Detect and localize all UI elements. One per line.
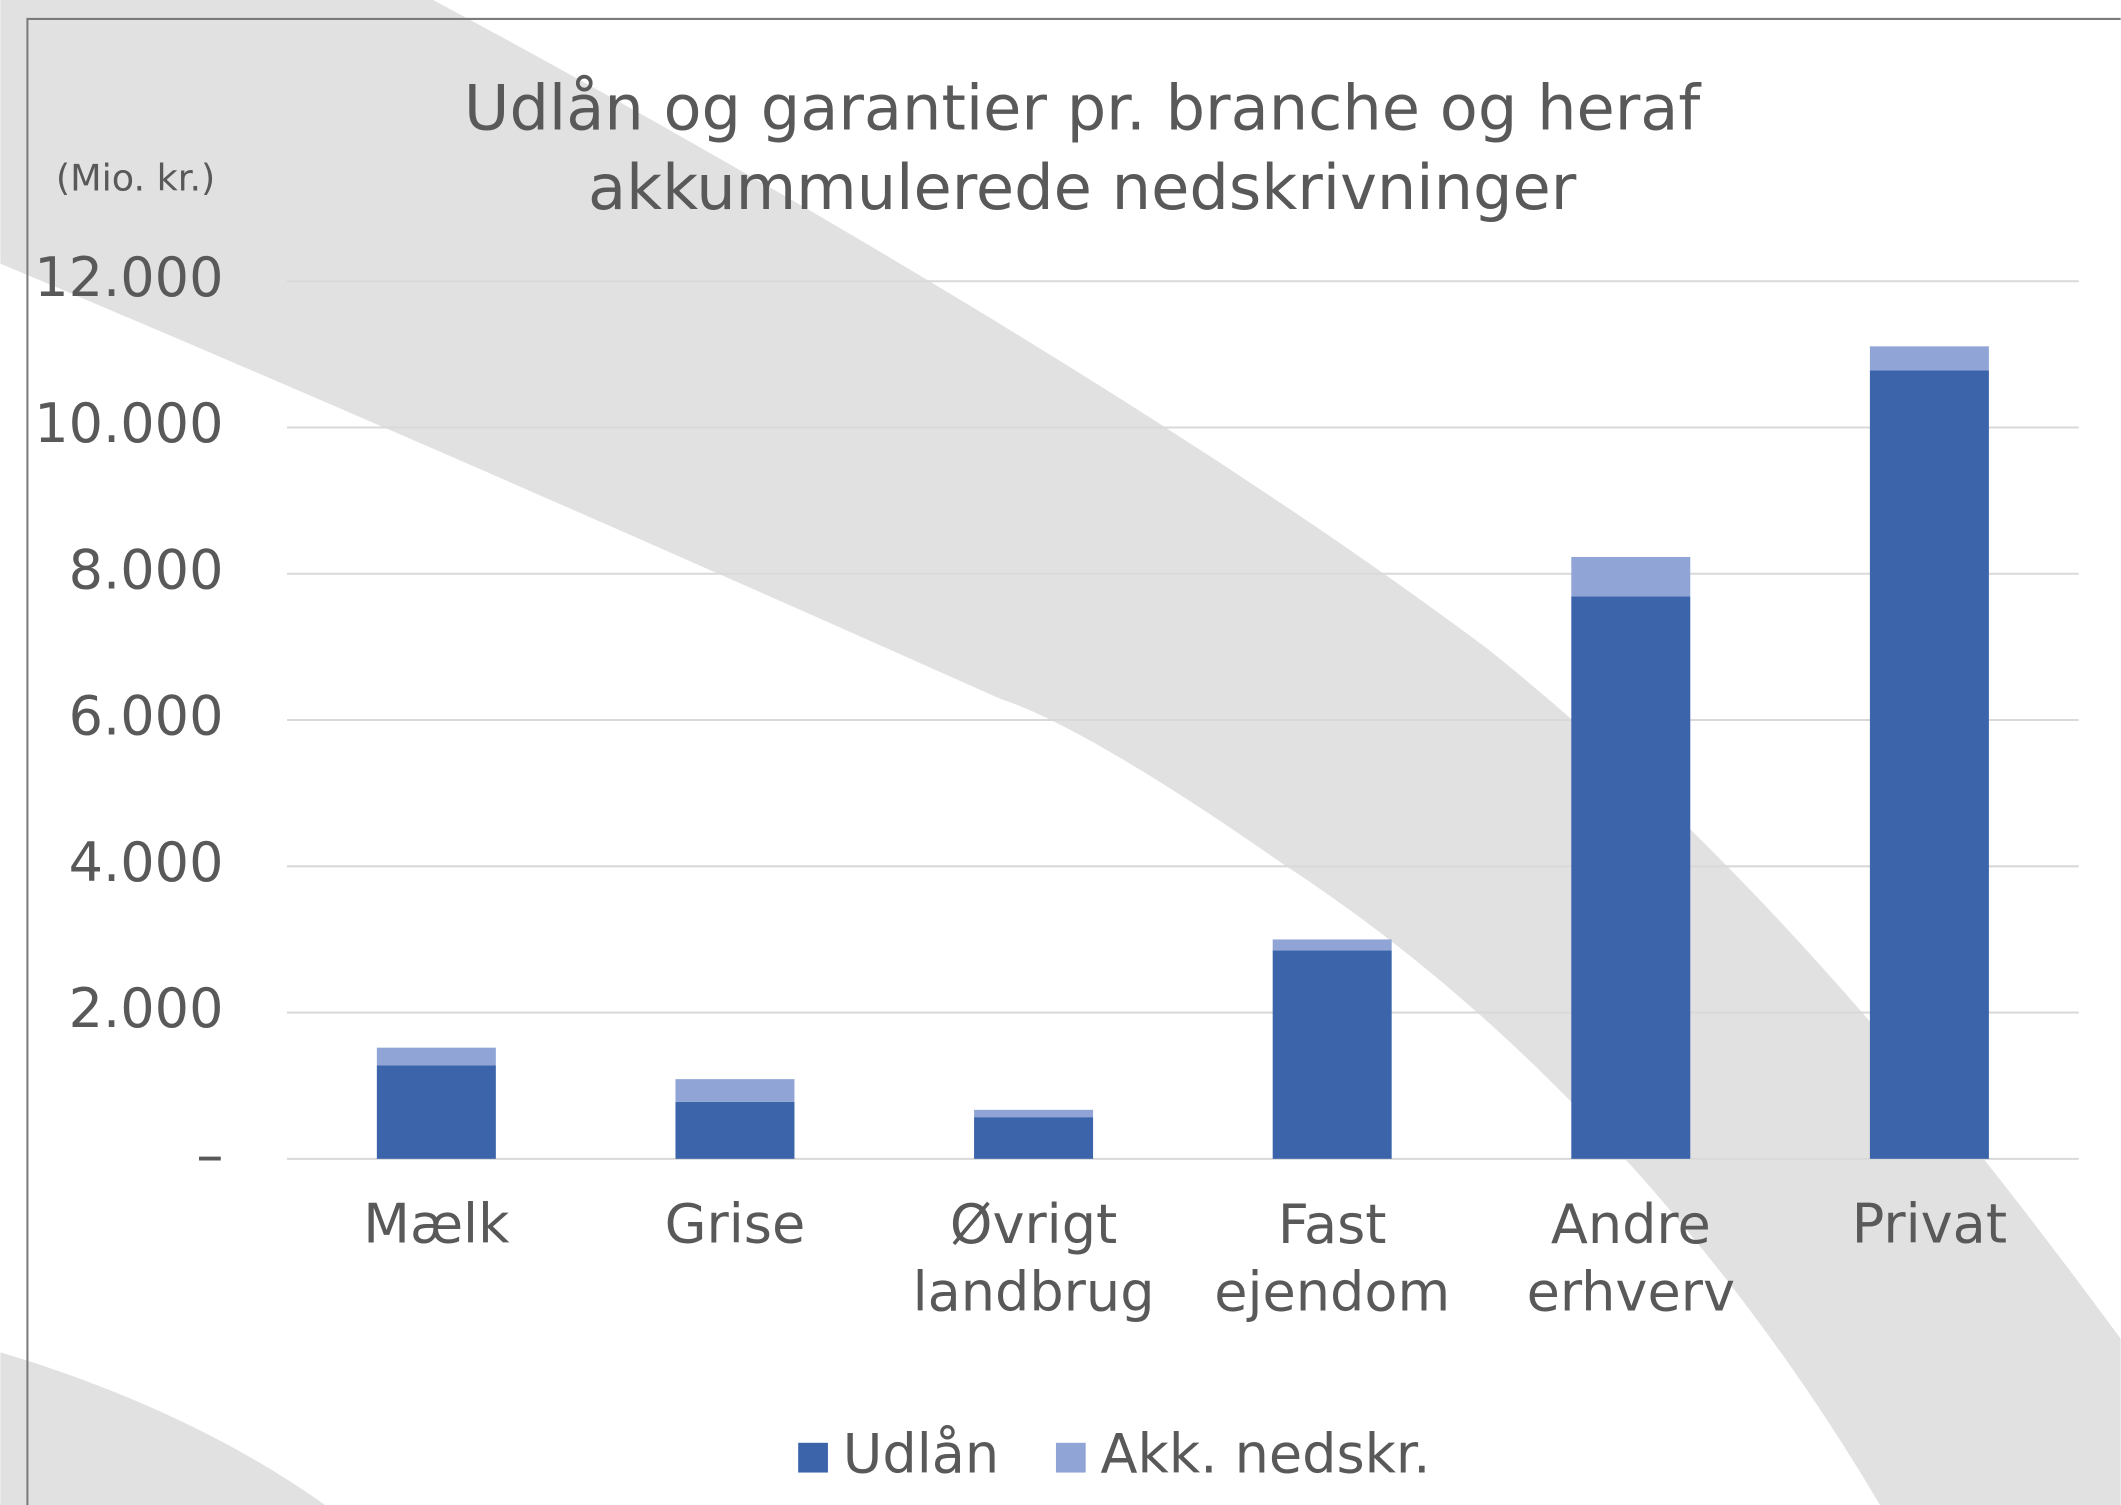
- bar-segment: [1869, 370, 1989, 1159]
- x-tick-label: Mælk: [363, 1192, 510, 1255]
- x-tick-label-line: Fast: [1278, 1192, 1387, 1255]
- bar-segment: [376, 1047, 496, 1066]
- x-tick-label-line: erhverv: [1527, 1260, 1735, 1323]
- bar-segment: [1869, 346, 1989, 371]
- bar-segment: [675, 1079, 795, 1102]
- bar-segment: [1571, 596, 1691, 1159]
- y-tick-label: 8.000: [69, 538, 224, 601]
- bar-segment: [1571, 556, 1691, 597]
- x-tick-label: Grise: [665, 1192, 806, 1255]
- x-tick-label-line: Øvrigt: [950, 1192, 1117, 1255]
- frame: [26, 17, 2121, 1505]
- y-tick-label: 10.000: [34, 392, 223, 455]
- bar-segment: [974, 1109, 1094, 1118]
- y-tick-label: 6.000: [69, 685, 224, 748]
- y-axis-label: (Mio. kr.): [56, 156, 215, 199]
- bar-segment: [675, 1101, 795, 1159]
- legend-label: Udlån: [843, 1422, 999, 1485]
- x-tick-label-line: Andre: [1551, 1192, 1711, 1255]
- legend-swatch: [1055, 1442, 1086, 1473]
- bar-segment: [974, 1117, 1094, 1159]
- bar-segment: [376, 1065, 496, 1159]
- x-tick-label: Øvrigt landbrug: [913, 1192, 1155, 1323]
- legend-label: Akk. nedskr.: [1101, 1422, 1431, 1485]
- y-tick-label: 12.000: [34, 246, 223, 309]
- decor-swoosh: [0, 1352, 325, 1505]
- bar-segment: [1272, 950, 1392, 1159]
- y-tick-label: 2.000: [69, 977, 224, 1040]
- x-tick-label: Fast ejendom: [1214, 1192, 1450, 1323]
- bar-segment: [1272, 939, 1392, 951]
- x-tick-label: Andre erhverv: [1527, 1192, 1735, 1323]
- x-tick-label-line: ejendom: [1214, 1260, 1450, 1323]
- chart-title: akkummulerede nedskrivninger: [588, 151, 1577, 224]
- y-tick-label: –: [196, 1123, 223, 1186]
- x-tick-label: Privat: [1852, 1192, 2007, 1255]
- x-tick-label-line: landbrug: [913, 1260, 1155, 1323]
- y-tick-label: 4.000: [69, 831, 224, 894]
- chart-title: Udlån og garantier pr. branche og heraf: [464, 71, 1702, 144]
- legend-swatch: [798, 1442, 828, 1473]
